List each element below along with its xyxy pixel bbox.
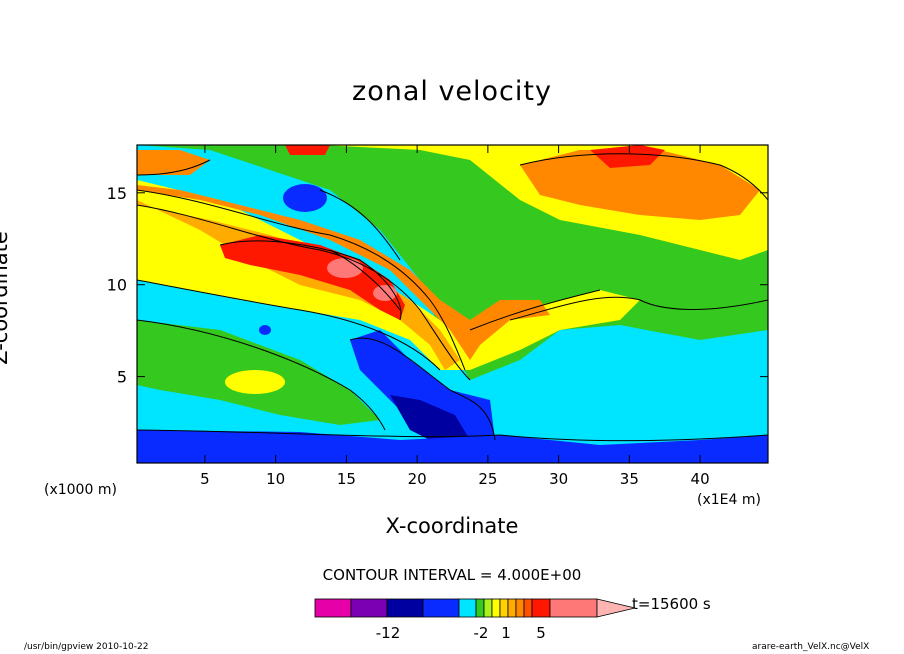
colorbar-swatch: [549, 598, 598, 618]
x-axis-label: X-coordinate: [385, 514, 519, 538]
colorbar-label: 5: [536, 624, 546, 642]
contour-interval: CONTOUR INTERVAL = 4.000E+00: [322, 566, 582, 584]
field-orange-upper-right: [520, 150, 760, 220]
colorbar-swatch: [483, 598, 493, 618]
colorbar-swatch: [499, 598, 509, 618]
colorbar: -12 -2 1 5: [314, 598, 636, 642]
x-unit-left: (x1000 m): [44, 482, 117, 498]
x-tick-label: 10: [266, 470, 285, 488]
colorbar-label: -12: [376, 624, 401, 642]
footer-right: arare-earth_VelX.nc@VelX: [752, 642, 870, 652]
x-tick-label: 5: [200, 470, 210, 488]
x-unit-right: (x1E4 m): [697, 492, 761, 508]
field-yellow-mid: [137, 180, 640, 370]
y-tick-label: 10: [107, 276, 127, 295]
plot-frame: [136, 144, 769, 464]
colorbar-swatch: [491, 598, 501, 618]
colorbar-swatch: [475, 598, 485, 618]
colorbar-label: 1: [501, 624, 511, 642]
colorbar-swatch: [314, 598, 352, 618]
y-tick-label: 5: [117, 368, 127, 387]
x-tick-label: 30: [549, 470, 568, 488]
x-tick-label: 35: [620, 470, 639, 488]
colorbar-swatch: [531, 598, 551, 618]
colorbar-swatch: [523, 598, 533, 618]
field-red-top-left: [285, 145, 330, 155]
colorbar-swatch: [386, 598, 424, 618]
field-pink-core-1: [327, 258, 363, 278]
y-tick-label: 15: [107, 184, 127, 203]
colorbar-swatch: [458, 598, 477, 618]
footer-left: /usr/bin/gpview 2010-10-22: [24, 642, 149, 652]
field-orange-band: [137, 185, 550, 360]
field-navy-plume: [390, 395, 470, 445]
contour-field: [137, 145, 768, 463]
field-blue-bottom: [137, 430, 768, 463]
chart-title: zonal velocity: [352, 76, 552, 107]
field-orange-upper-left: [137, 150, 210, 175]
field-blue-dot: [259, 325, 271, 335]
colorbar-swatch: [515, 598, 525, 618]
x-axis: 5 10 15 20 25 30 35 40: [200, 145, 710, 488]
colorbar-label: -2: [474, 624, 489, 642]
contour-lines: [137, 153, 768, 442]
x-tick-label: 15: [337, 470, 356, 488]
colorbar-swatch: [507, 598, 517, 618]
y-axis-label: Z-coordinate: [0, 231, 12, 365]
y-axis: 5 10 15: [107, 184, 768, 387]
field-blue-plume: [350, 330, 495, 445]
field-red-top-right: [590, 145, 665, 168]
time-label: t=15600 s: [632, 595, 711, 613]
colorbar-arrow: [596, 598, 636, 618]
field-yellow-blob: [225, 370, 285, 394]
x-tick-label: 40: [691, 470, 710, 488]
field-red-core: [220, 235, 405, 320]
colorbar-swatch: [422, 598, 460, 618]
x-tick-label: 20: [408, 470, 427, 488]
x-tick-label: 25: [478, 470, 497, 488]
colorbar-swatch: [350, 598, 388, 618]
field-blue-blob: [283, 184, 327, 212]
